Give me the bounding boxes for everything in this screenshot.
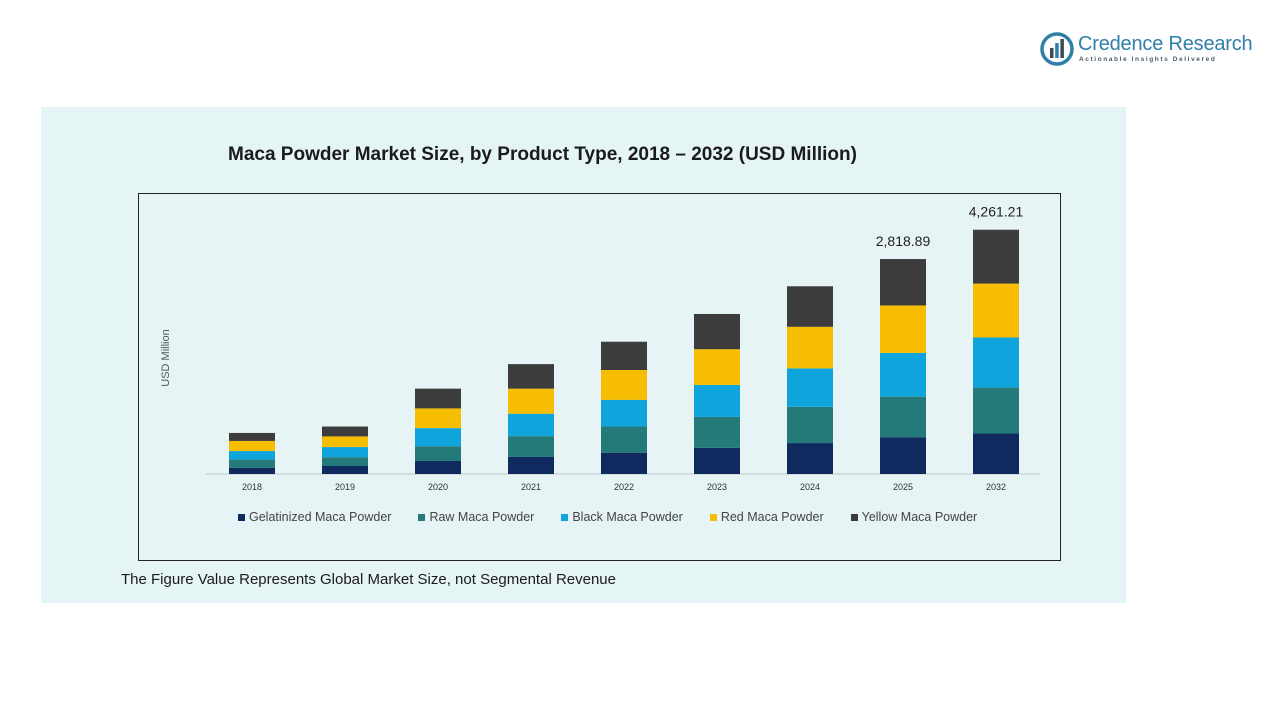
legend-item: Black Maca Powder: [561, 510, 683, 524]
chart-title: Maca Powder Market Size, by Product Type…: [228, 144, 857, 165]
legend-label: Gelatinized Maca Powder: [249, 510, 392, 524]
legend-swatch: [418, 513, 426, 521]
credence-research-logo: Credence Research Actionable Insights De…: [1040, 32, 1255, 66]
legend-label: Raw Maca Powder: [429, 510, 535, 524]
brand-logo-icon: [1040, 32, 1074, 66]
legend-label: Yellow Maca Powder: [861, 510, 978, 524]
legend-swatch: [709, 513, 717, 521]
legend-swatch: [238, 513, 245, 521]
legend-label: Red Maca Powder: [720, 510, 824, 524]
legend-label: Black Maca Powder: [572, 510, 683, 524]
legend-item: Yellow Maca Powder: [850, 510, 978, 524]
legend-item: Red Maca Powder: [709, 510, 824, 524]
footnote: The Figure Value Represents Global Marke…: [121, 571, 616, 588]
legend-item: Gelatinized Maca Powder: [238, 510, 391, 524]
legend-swatch: [561, 513, 569, 521]
chart-legend: Gelatinized Maca Powder Raw Maca Powder Bl…: [238, 509, 1004, 525]
chart-panel: [41, 107, 1126, 603]
chart-frame: [138, 193, 1061, 561]
y-axis-label: USD Million: [160, 329, 172, 387]
brand-tagline: Actionable Insights Delivered: [1079, 56, 1217, 63]
legend-item: Raw Maca Powder: [418, 510, 534, 524]
legend-swatch: [850, 513, 858, 521]
brand-name: Credence Research: [1078, 33, 1253, 55]
